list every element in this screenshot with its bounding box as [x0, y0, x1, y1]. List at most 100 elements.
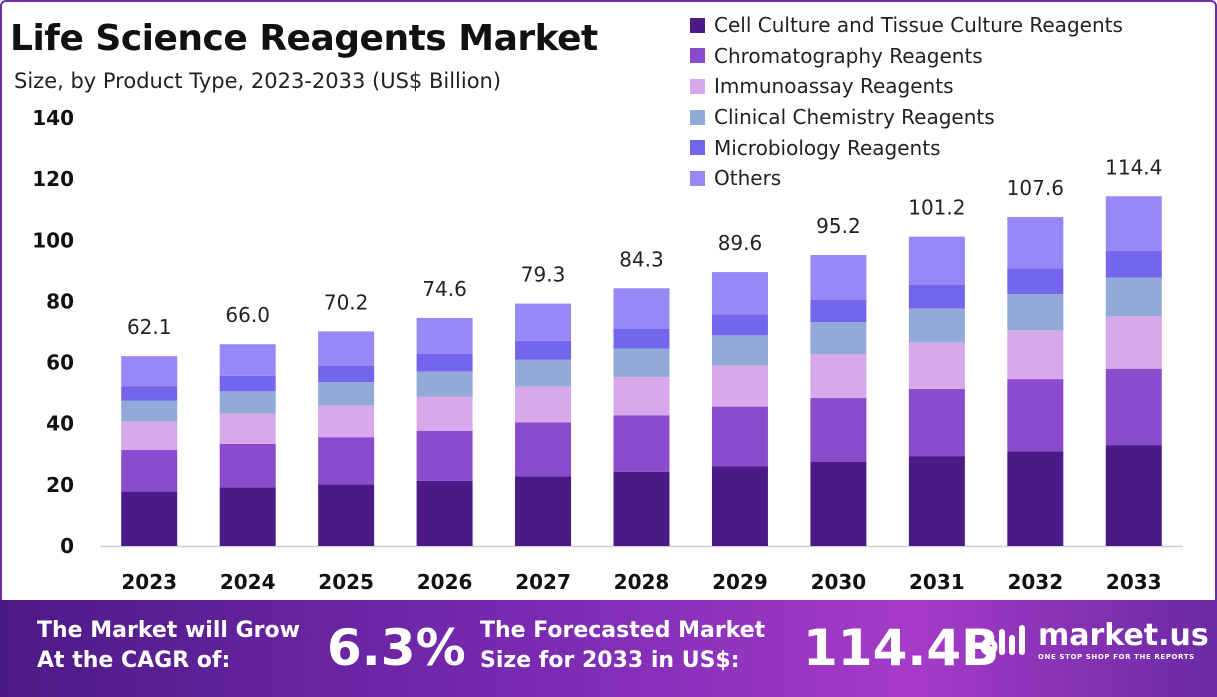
legend-label: Clinical Chemistry Reagents	[714, 105, 995, 130]
forecast-caption: The Forecasted Market Size for 2033 in U…	[480, 618, 766, 673]
bar-total-label: 101.2	[908, 196, 965, 220]
x-tick-label: 2026	[417, 570, 473, 594]
chart-legend: Cell Culture and Tissue Culture Reagents…	[690, 10, 1123, 194]
footer-banner: The Market will Grow At the CAGR of: 6.3…	[0, 600, 1217, 697]
bar-segment-2027-4	[515, 340, 572, 360]
bar-total-label: 74.6	[422, 277, 467, 301]
x-tick-label: 2032	[1007, 570, 1063, 594]
bar-segment-2032-4	[1007, 268, 1064, 295]
bar-total-label: 95.2	[816, 214, 861, 238]
bar-segment-2032-3	[1007, 294, 1064, 331]
legend-label: Immunoassay Reagents	[714, 74, 954, 99]
legend-item: Microbiology Reagents	[690, 132, 1123, 163]
bar-segment-2024-4	[219, 375, 276, 392]
y-tick-label: 40	[46, 412, 74, 436]
bar-segment-2033-0	[1105, 445, 1162, 546]
forecast-value: 114.4B	[803, 619, 1000, 677]
legend-item: Chromatography Reagents	[690, 41, 1123, 72]
bar-segment-2026-1	[416, 430, 473, 481]
bar-segment-2023-3	[121, 400, 178, 422]
x-tick-label: 2024	[220, 570, 276, 594]
bar-segment-2031-4	[908, 284, 965, 309]
bar-segment-2032-1	[1007, 379, 1064, 452]
bar-segment-2028-2	[613, 376, 670, 416]
legend-swatch	[690, 140, 705, 156]
bar-segment-2029-0	[711, 466, 768, 546]
bar-segment-2028-0	[613, 471, 670, 546]
bar-segment-2026-2	[416, 396, 473, 431]
chart-subtitle: Size, by Product Type, 2023-2033 (US$ Bi…	[14, 69, 502, 93]
bar-segment-2029-2	[711, 365, 768, 407]
legend-swatch	[690, 17, 705, 33]
bar-segment-2030-4	[810, 299, 867, 323]
bar-segment-2025-4	[318, 365, 375, 383]
legend-label: Chromatography Reagents	[714, 43, 983, 68]
legend-label: Cell Culture and Tissue Culture Reagents	[714, 13, 1123, 38]
bar-segment-2024-1	[219, 443, 276, 488]
bar-segment-2024-0	[219, 487, 276, 546]
bar-segment-2023-4	[121, 386, 178, 401]
legend-item: Clinical Chemistry Reagents	[690, 102, 1123, 133]
x-tick-label: 2027	[515, 570, 571, 594]
bar-segment-2031-1	[908, 388, 965, 457]
bar-segment-2025-3	[318, 382, 375, 406]
bar-segment-2023-0	[121, 491, 178, 546]
bar-segment-2031-3	[908, 308, 965, 343]
x-tick-label: 2028	[614, 570, 670, 594]
legend-swatch	[690, 48, 705, 64]
bar-segment-2028-3	[613, 348, 670, 377]
y-tick-label: 100	[32, 228, 74, 252]
bar-segment-2030-0	[810, 461, 867, 546]
bar-segment-2025-2	[318, 405, 375, 438]
bar-total-label: 79.3	[521, 263, 566, 287]
bar-segment-2033-1	[1105, 368, 1162, 446]
legend-swatch	[690, 109, 705, 125]
bar-segment-2033-4	[1105, 250, 1162, 278]
bar-segment-2027-2	[515, 386, 572, 423]
y-tick-label: 20	[46, 473, 74, 497]
bar-segment-2025-5	[318, 331, 375, 366]
bar-segment-2028-1	[613, 415, 670, 472]
bar-total-label: 70.2	[324, 290, 369, 314]
bar-segment-2023-5	[121, 356, 178, 387]
bar-segment-2026-4	[416, 354, 473, 372]
bar-segment-2026-5	[416, 317, 473, 355]
y-tick-label: 80	[46, 289, 74, 313]
x-tick-label: 2023	[121, 570, 177, 594]
bar-segment-2030-2	[810, 354, 867, 399]
brand-logo: market.us ONE STOP SHOP FOR THE REPORTS	[980, 620, 1209, 661]
bar-segment-2028-4	[613, 328, 670, 349]
cagr-value: 6.3%	[327, 619, 466, 677]
bar-segment-2027-5	[515, 303, 572, 341]
y-tick-label: 140	[32, 106, 74, 130]
x-tick-label: 2031	[909, 570, 965, 594]
y-tick-label: 0	[60, 534, 74, 558]
bar-segment-2023-1	[121, 450, 178, 492]
bar-segment-2029-3	[711, 335, 768, 366]
x-tick-label: 2029	[712, 570, 768, 594]
bar-segment-2024-2	[219, 413, 276, 444]
bar-total-label: 84.3	[619, 247, 664, 271]
bar-segment-2033-2	[1105, 316, 1162, 369]
bar-total-label: 89.6	[718, 231, 763, 255]
legend-item: Immunoassay Reagents	[690, 71, 1123, 102]
bar-segment-2024-5	[219, 344, 276, 376]
bar-segment-2031-0	[908, 456, 965, 546]
legend-swatch	[690, 78, 705, 94]
bar-segment-2027-3	[515, 359, 572, 387]
bar-segment-2033-5	[1105, 196, 1162, 251]
brand-tagline: ONE STOP SHOP FOR THE REPORTS	[1038, 653, 1195, 661]
bar-total-label: 114.4	[1105, 155, 1162, 179]
legend-swatch	[690, 170, 705, 186]
bar-segment-2027-0	[515, 476, 572, 546]
cagr-caption: The Market will Grow At the CAGR of:	[37, 618, 300, 673]
bar-segment-2030-1	[810, 398, 867, 462]
bar-segment-2026-3	[416, 371, 473, 397]
y-tick-label: 60	[46, 351, 74, 375]
brand-name: market.us	[1038, 618, 1209, 653]
bar-segment-2032-0	[1007, 451, 1064, 546]
bar-segment-2025-1	[318, 437, 375, 485]
chart-title: Life Science Reagents Market	[10, 18, 598, 59]
legend-item: Others	[690, 163, 1123, 194]
y-tick-label: 120	[32, 167, 74, 191]
